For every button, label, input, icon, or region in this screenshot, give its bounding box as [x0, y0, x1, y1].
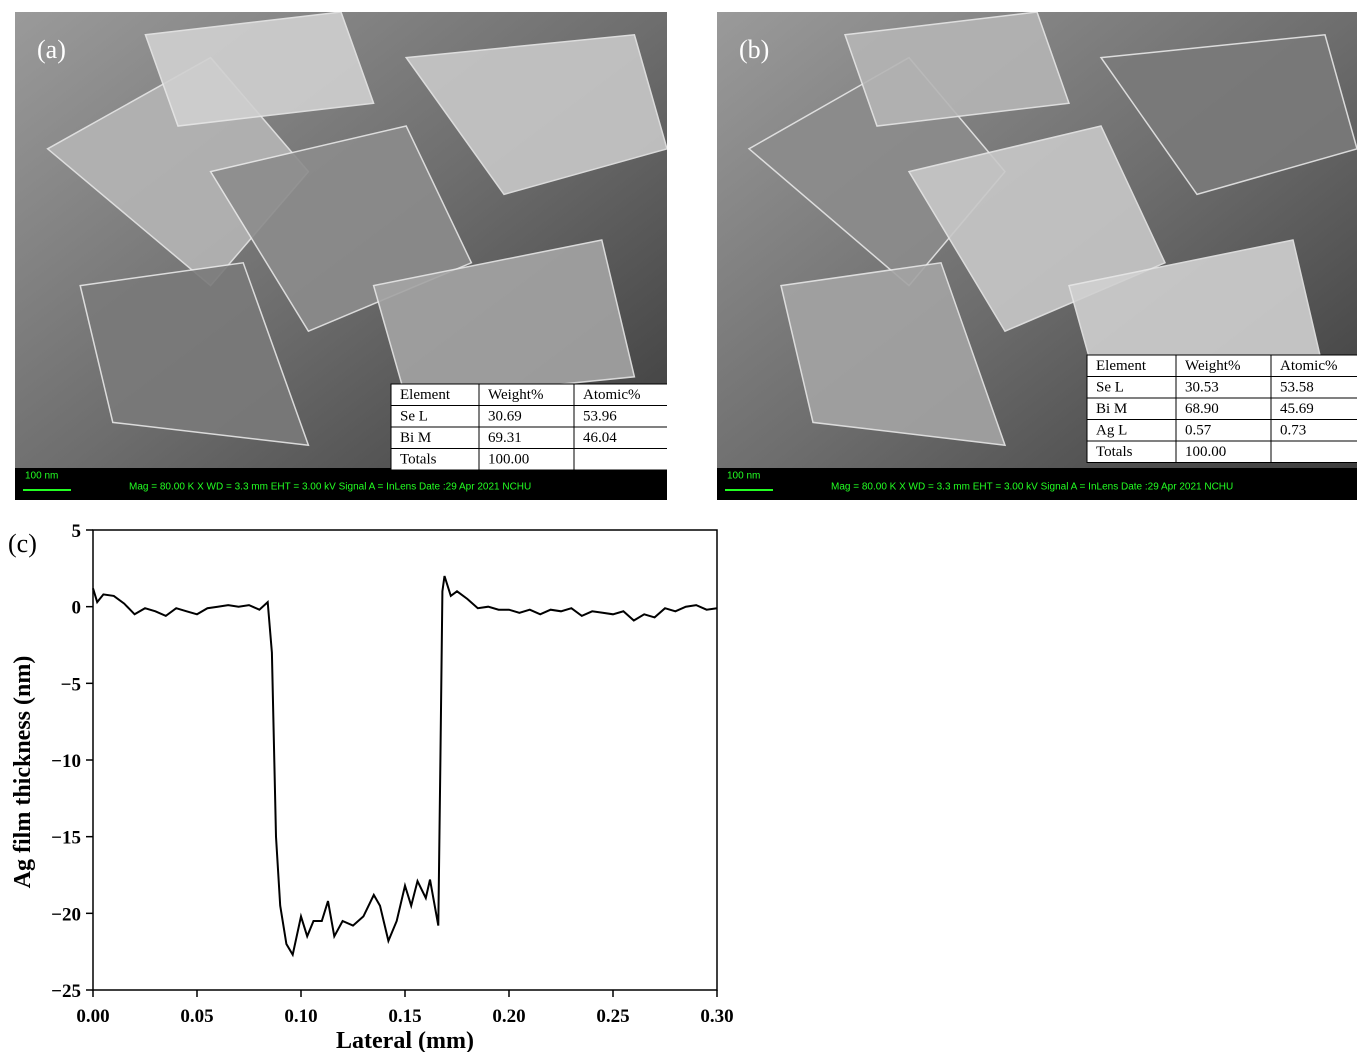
- x-tick-label: 0.30: [700, 1006, 733, 1027]
- x-tick-label: 0.00: [76, 1006, 109, 1027]
- table-text: Bi M: [1096, 401, 1127, 417]
- y-tick-label: −10: [51, 751, 81, 772]
- plot-frame: [93, 530, 717, 990]
- table-cell: [1271, 441, 1357, 463]
- x-tick-label: 0.15: [388, 1006, 421, 1027]
- table-text: 100.00: [1185, 444, 1226, 460]
- x-axis-label: Lateral (mm): [336, 1028, 474, 1052]
- table-text: 0.57: [1185, 423, 1212, 439]
- y-tick-label: −5: [61, 674, 81, 695]
- scale-label: 100 nm: [727, 471, 760, 482]
- table-text: 30.53: [1185, 380, 1219, 396]
- figure: 100 nm Mag = 80.00 K X WD = 3.3 mm EHT = …: [0, 0, 1357, 1052]
- table-header: Atomic%: [583, 387, 641, 403]
- y-tick-label: −25: [51, 981, 81, 1002]
- x-tick-label: 0.25: [596, 1006, 629, 1027]
- panel-label: (a): [37, 35, 66, 64]
- y-tick-label: 5: [72, 521, 82, 542]
- table-text: Totals: [1096, 444, 1133, 460]
- table-text: 0.73: [1280, 423, 1306, 439]
- table-header: Atomic%: [1280, 358, 1338, 374]
- panel-label: (b): [739, 35, 769, 64]
- table-text: 68.90: [1185, 401, 1219, 417]
- table-header: Element: [1096, 358, 1147, 374]
- scale-label: 100 nm: [25, 471, 58, 482]
- table-header: Weight%: [1185, 358, 1240, 374]
- y-tick-label: −20: [51, 904, 81, 925]
- profile-line: [93, 576, 717, 955]
- table-text: Totals: [400, 452, 437, 468]
- y-tick-label: 0: [72, 598, 82, 619]
- table-text: 69.31: [488, 430, 522, 446]
- sem-image: 100 nm Mag = 80.00 K X WD = 3.3 mm EHT = …: [717, 12, 1357, 500]
- panel-label: (c): [8, 529, 37, 558]
- table-text: 53.96: [583, 409, 617, 425]
- table-text: 46.04: [583, 430, 617, 446]
- table-cell: [574, 449, 670, 471]
- table-text: 30.69: [488, 409, 522, 425]
- table-text: Bi M: [400, 430, 431, 446]
- table-header: Weight%: [488, 387, 543, 403]
- y-axis-label: Ag film thickness (nm): [10, 656, 36, 889]
- table-text: 53.58: [1280, 380, 1314, 396]
- table-text: 45.69: [1280, 401, 1314, 417]
- info-text: Mag = 80.00 K X WD = 3.3 mm EHT = 3.00 k…: [831, 482, 1233, 493]
- x-tick-label: 0.10: [284, 1006, 317, 1027]
- sem-image: 100 nm Mag = 80.00 K X WD = 3.3 mm EHT = …: [15, 12, 670, 500]
- y-tick-label: −15: [51, 828, 81, 849]
- x-tick-label: 0.20: [492, 1006, 525, 1027]
- info-text: Mag = 80.00 K X WD = 3.3 mm EHT = 3.00 k…: [129, 482, 531, 493]
- table-text: Ag L: [1096, 423, 1127, 439]
- table-text: 100.00: [488, 452, 529, 468]
- table-text: Se L: [1096, 380, 1124, 396]
- table-header: Element: [400, 387, 451, 403]
- table-text: Se L: [400, 409, 428, 425]
- x-tick-label: 0.05: [180, 1006, 213, 1027]
